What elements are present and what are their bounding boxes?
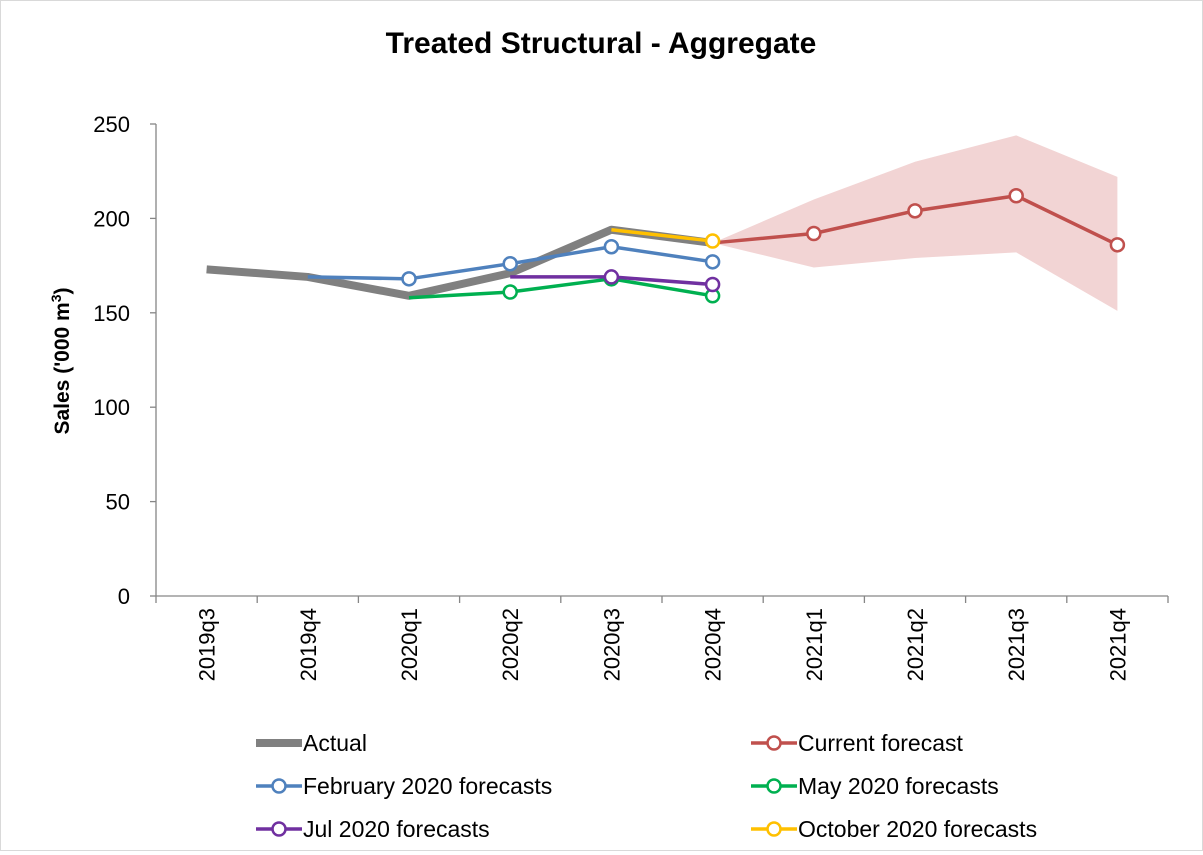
axes <box>150 123 1169 603</box>
x-tick-label: 2020q1 <box>397 608 422 681</box>
legend-marker-oct <box>766 821 782 837</box>
data-point-current <box>1109 237 1126 253</box>
x-tick-label: 2020q2 <box>498 608 523 681</box>
y-tick-label: 50 <box>106 490 130 515</box>
y-axis-label-main: Sales ('000 m <box>51 302 74 434</box>
forecast-band-layer <box>712 135 1118 311</box>
data-point-current <box>907 203 923 219</box>
x-tick-labels: 2019q3 2019q4 2020q1 2020q2 2020q3 2020q4 2021… <box>195 608 1131 681</box>
chart-title: Treated Structural - Aggregate <box>386 27 817 60</box>
x-tick-label: 2019q3 <box>195 608 220 681</box>
data-point-current <box>1008 187 1024 204</box>
series-layer <box>206 187 1126 304</box>
x-tick-label: 2021q3 <box>1004 608 1029 681</box>
legend-item-current: Current forecast <box>751 730 964 756</box>
legend-label-current: Current forecast <box>798 730 964 756</box>
legend-item-may: May 2020 forecasts <box>751 773 999 799</box>
y-tick-label: 100 <box>93 395 130 420</box>
legend-item-actual: Actual <box>256 730 367 756</box>
legend-marker-may <box>766 778 782 794</box>
x-tick-label: 2020q3 <box>599 608 624 681</box>
y-tick-label: 200 <box>93 206 130 231</box>
legend-label-actual: Actual <box>303 730 367 756</box>
legend-marker-jul <box>271 821 287 837</box>
series-jul <box>510 269 721 293</box>
legend-item-feb: February 2020 forecasts <box>256 773 552 799</box>
data-point-current <box>806 225 822 242</box>
y-tick-label: 150 <box>93 301 130 326</box>
legend-item-jul: Jul 2020 forecasts <box>256 816 490 842</box>
series-oct <box>611 227 721 249</box>
data-point-oct <box>704 233 721 249</box>
y-tick-label: 0 <box>118 584 130 609</box>
data-point-feb <box>603 238 620 255</box>
legend-label-oct: October 2020 forecasts <box>798 816 1037 842</box>
y-axis-label: Sales ('000 m3) <box>48 287 74 434</box>
y-axis-label-end: ) <box>51 287 74 294</box>
legend-marker-current <box>766 735 782 751</box>
x-tick-label: 2021q4 <box>1105 608 1130 681</box>
series-actual <box>206 225 714 300</box>
x-tick-label: 2020q4 <box>701 608 726 681</box>
series-line-actual <box>206 225 714 300</box>
y-tick-labels: 0 50 100 150 200 250 <box>93 112 130 609</box>
y-tick-label: 250 <box>93 112 130 137</box>
x-tick-label: 2019q4 <box>296 608 321 681</box>
data-point-may <box>502 284 518 300</box>
data-point-jul <box>704 276 721 293</box>
x-tick-label: 2021q1 <box>802 608 827 681</box>
legend-item-oct: October 2020 forecasts <box>751 816 1037 842</box>
x-tick-label: 2021q2 <box>903 608 928 681</box>
series-line-may <box>408 277 713 300</box>
series-line-oct <box>611 227 713 243</box>
data-point-jul <box>603 269 620 285</box>
legend-label-may: May 2020 forecasts <box>798 773 999 799</box>
legend-marker-feb <box>271 778 287 794</box>
forecast-band <box>712 135 1118 311</box>
legend: Actual Current forecast February 2020 fore… <box>256 730 1037 842</box>
data-point-feb <box>502 255 518 272</box>
data-point-feb <box>401 271 417 287</box>
series-current <box>712 187 1126 253</box>
series-feb <box>307 238 721 287</box>
legend-label-feb: February 2020 forecasts <box>303 773 552 799</box>
data-point-feb <box>704 254 721 270</box>
legend-label-jul: Jul 2020 forecasts <box>303 816 490 842</box>
y-axis-label-superscript: 3 <box>48 294 64 302</box>
